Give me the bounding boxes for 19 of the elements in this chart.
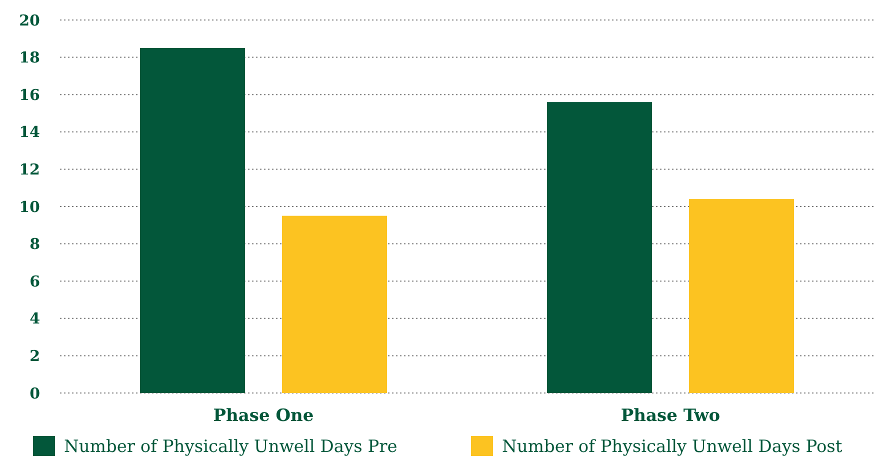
y-tick-label: 18 [19, 48, 40, 67]
bar [547, 102, 652, 393]
y-tick-label: 8 [30, 235, 40, 254]
y-tick-label: 10 [19, 198, 40, 216]
bar [282, 216, 387, 393]
bar [689, 199, 794, 393]
y-tick-label: 16 [19, 86, 40, 104]
y-tick-label: 20 [19, 11, 40, 30]
x-tick-label: Phase One [213, 406, 314, 426]
x-tick-label: Phase Two [620, 406, 720, 426]
y-tick-label: 6 [30, 272, 40, 290]
bar [140, 48, 245, 393]
y-tick-label: 14 [19, 123, 40, 142]
y-tick-label: 4 [30, 310, 40, 328]
y-tick-label: 2 [30, 346, 40, 365]
legend-label: Number of Physically Unwell Days Post [502, 436, 842, 457]
legend-label: Number of Physically Unwell Days Pre [64, 436, 398, 457]
y-tick-label: 0 [30, 384, 40, 402]
y-tick-label: 12 [19, 160, 40, 178]
